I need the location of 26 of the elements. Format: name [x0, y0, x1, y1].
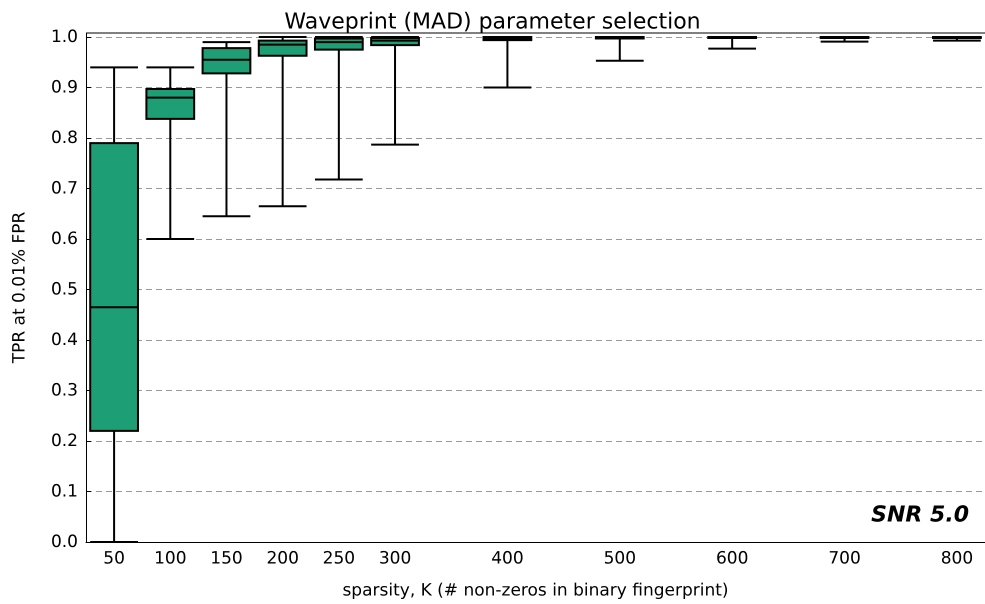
y-tick-label: 0.0: [50, 532, 78, 552]
x-tick-label: 300: [378, 548, 412, 568]
x-tick-label: 800: [940, 548, 974, 568]
x-tick-label: 250: [322, 548, 356, 568]
x-tick-label: 600: [716, 548, 748, 568]
y-tick-label: 0.6: [50, 229, 78, 250]
y-tick-label: 0.8: [50, 128, 78, 148]
x-axis-title: sparsity, K (# non-zeros in binary fingerprint): [342, 580, 729, 600]
x-tick-label: 700: [828, 548, 861, 568]
y-tick-label: 0.1: [50, 482, 78, 502]
x-tick-label: 500: [604, 548, 636, 568]
y-axis-title: TPR at 0.01% FPR: [10, 212, 30, 364]
x-tick-label: 50: [103, 548, 125, 568]
y-tick-label: 0.3: [50, 380, 78, 401]
x-tick-label: 200: [266, 548, 299, 568]
x-tick-label: 100: [154, 548, 187, 568]
y-tick-label: 0.4: [50, 330, 78, 350]
y-tick-label: 1.0: [50, 27, 78, 48]
y-tick-label: 0.5: [50, 280, 78, 300]
x-tick-label: 400: [491, 548, 524, 568]
y-tick-label: 0.7: [50, 178, 78, 199]
chart-title: Waveprint (MAD) parameter selection: [284, 10, 701, 34]
y-tick-label: 0.2: [50, 431, 78, 452]
y-tick-label: 0.9: [50, 78, 78, 98]
annotation: SNR 5.0: [871, 502, 970, 528]
x-tick-label: 150: [210, 548, 243, 568]
